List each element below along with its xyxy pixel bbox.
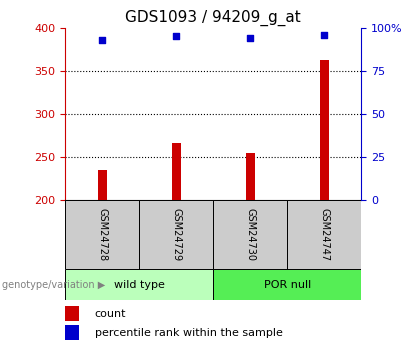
Text: wild type: wild type <box>114 280 165 289</box>
Text: GSM24747: GSM24747 <box>319 208 329 261</box>
Text: genotype/variation ▶: genotype/variation ▶ <box>2 280 105 289</box>
Point <box>321 32 328 37</box>
Bar <box>65 325 79 339</box>
Text: GSM24729: GSM24729 <box>171 208 181 261</box>
Text: GSM24730: GSM24730 <box>245 208 255 261</box>
FancyBboxPatch shape <box>287 200 361 269</box>
Bar <box>246 152 255 200</box>
FancyBboxPatch shape <box>213 200 287 269</box>
Text: GSM24728: GSM24728 <box>97 208 107 261</box>
Text: percentile rank within the sample: percentile rank within the sample <box>95 328 283 338</box>
Point <box>247 35 254 41</box>
FancyBboxPatch shape <box>213 269 361 300</box>
Title: GDS1093 / 94209_g_at: GDS1093 / 94209_g_at <box>125 10 301 26</box>
Bar <box>98 170 107 200</box>
Bar <box>172 143 181 200</box>
FancyBboxPatch shape <box>65 200 139 269</box>
Bar <box>320 60 328 200</box>
Text: count: count <box>95 309 126 319</box>
FancyBboxPatch shape <box>139 200 213 269</box>
Bar <box>65 306 79 321</box>
Point <box>173 33 179 39</box>
Text: POR null: POR null <box>264 280 311 289</box>
Point <box>99 37 105 42</box>
FancyBboxPatch shape <box>65 269 213 300</box>
